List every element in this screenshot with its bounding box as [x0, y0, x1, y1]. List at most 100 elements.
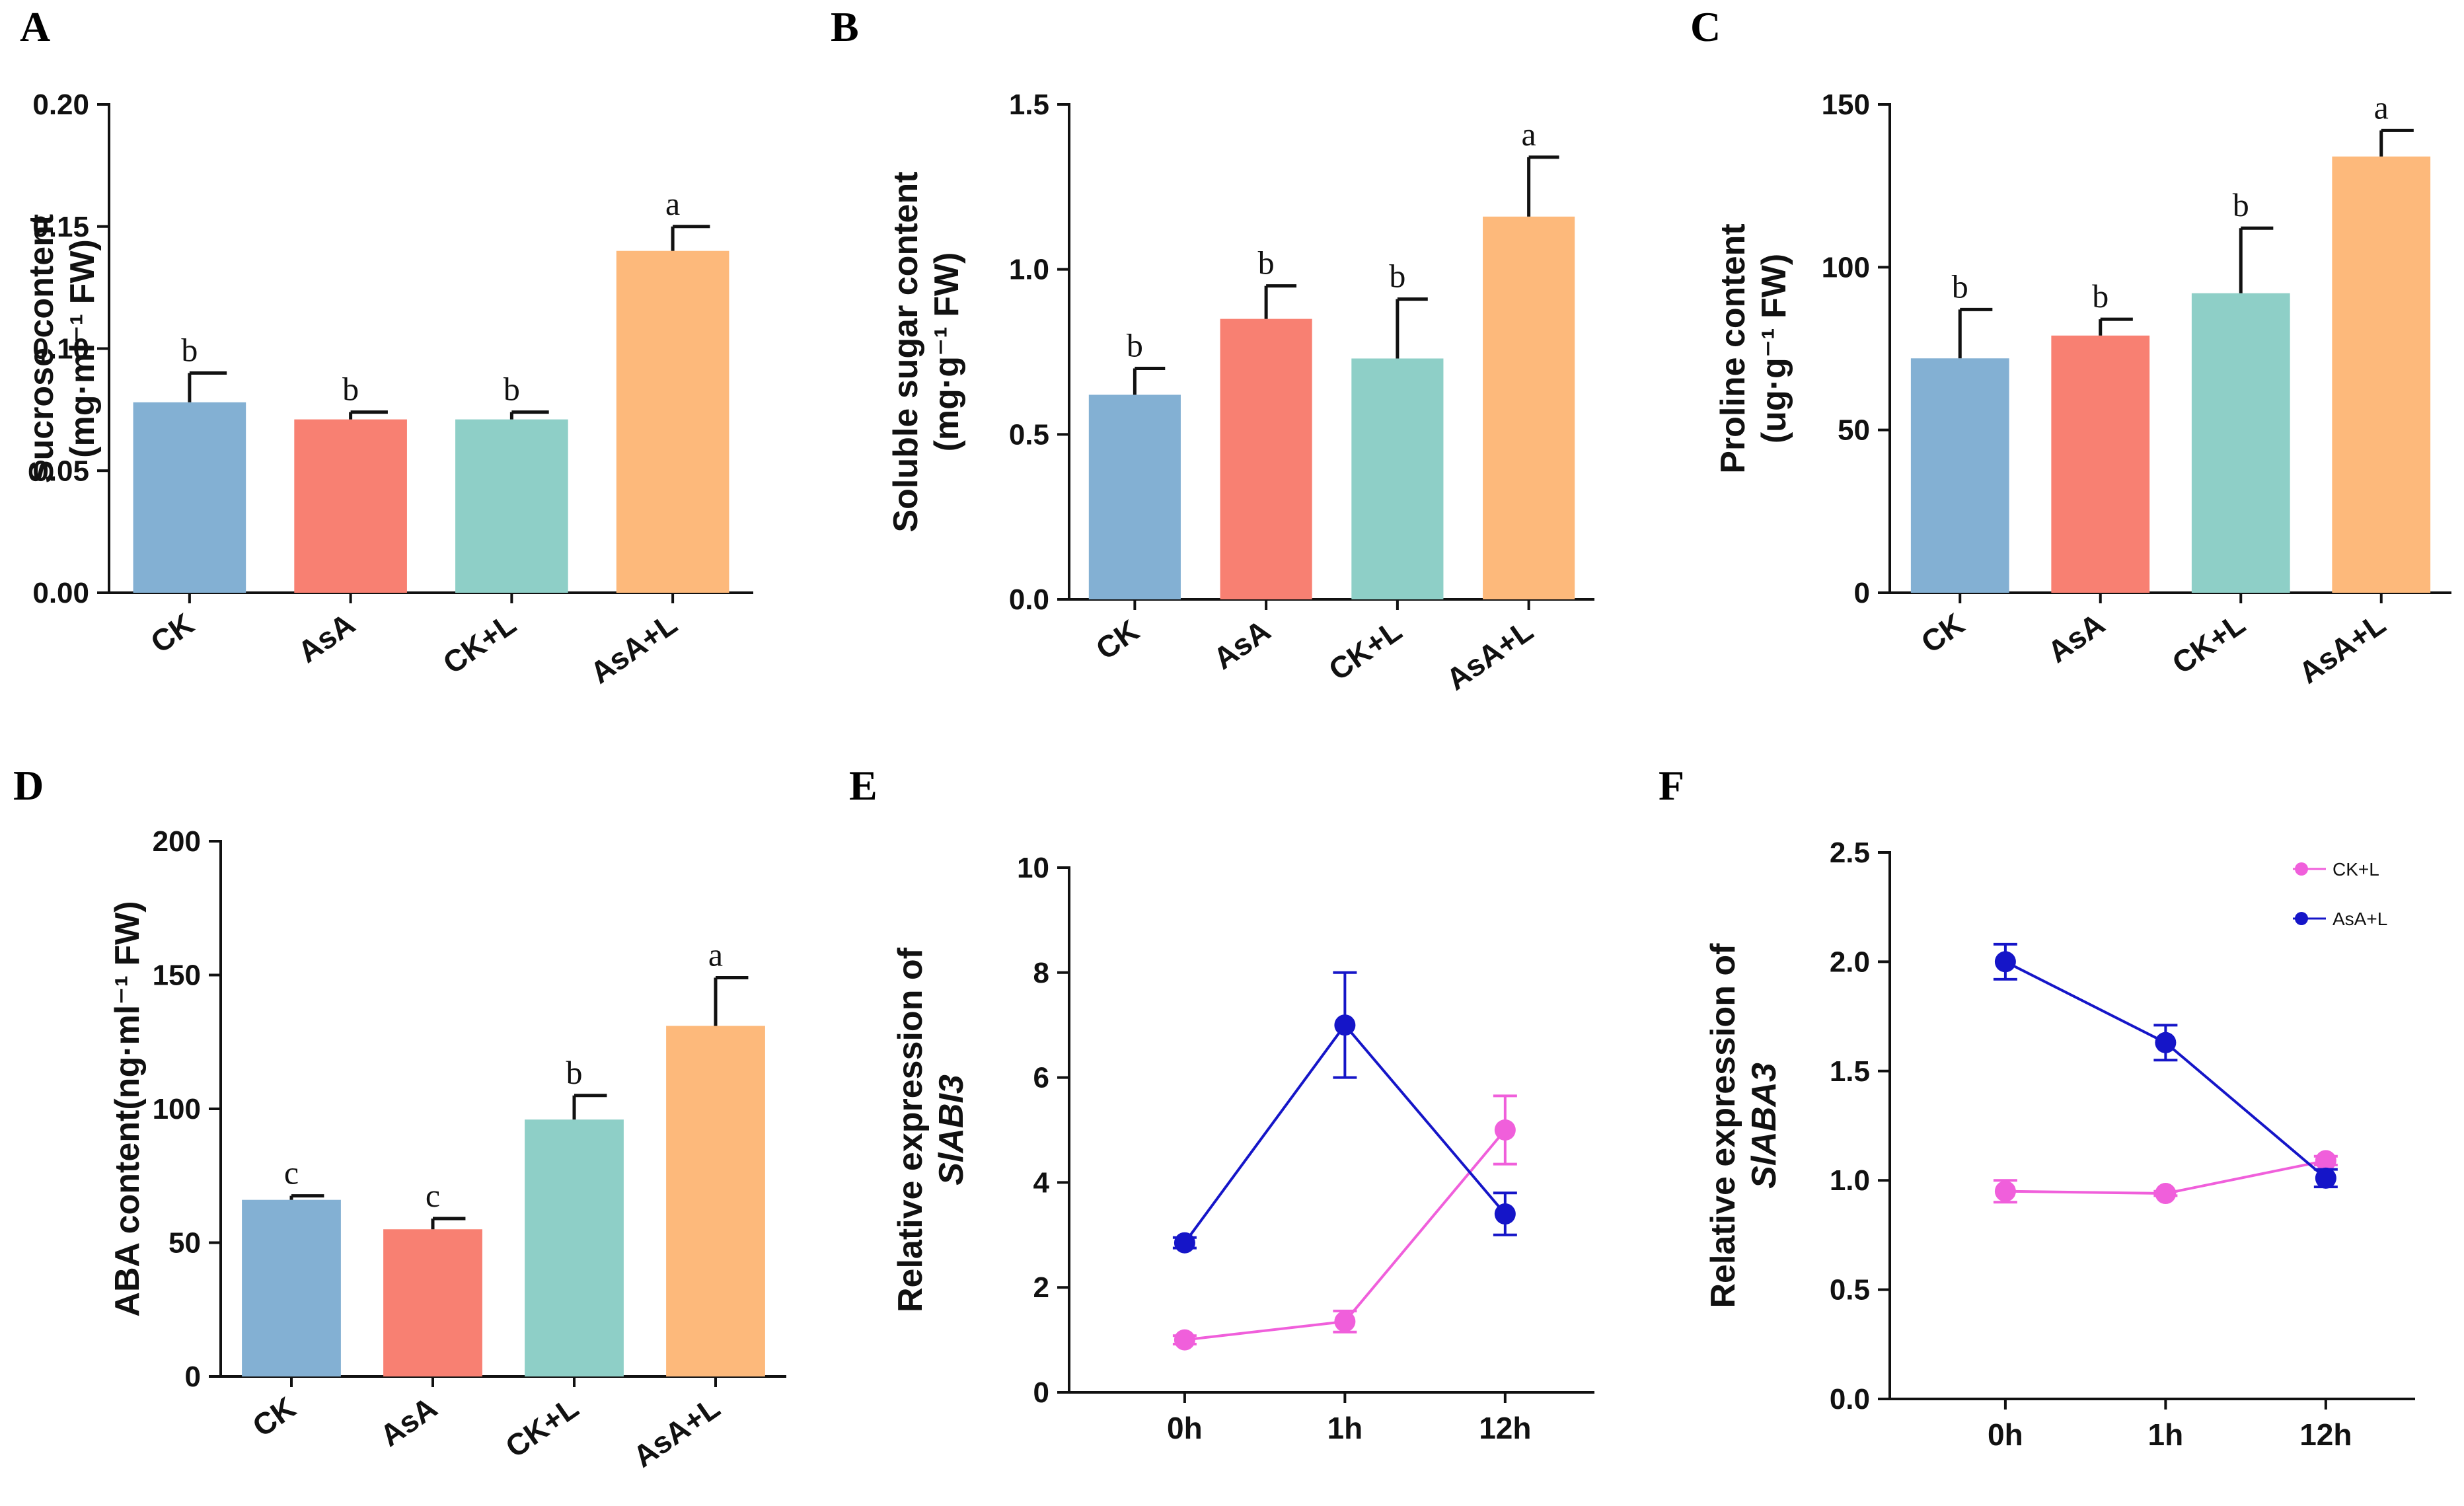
panel-e: E 0 2 4 6 8 10 Relative expression of SlABI3 0h 1h… — [849, 762, 1594, 1445]
bar-ck — [1910, 358, 2009, 593]
x-tick-label: 12h — [1479, 1411, 1531, 1445]
legend-swatch-marker — [2295, 862, 2308, 876]
y-tick-label: 0.0 — [1009, 584, 1049, 616]
series-line-ck-plus-l — [1184, 1129, 1507, 1341]
panel-f: F 0.0 0.5 1.0 1.5 2.0 2.5 Relative expression o… — [1659, 762, 2415, 1452]
y-tick-label: 150 — [153, 960, 201, 992]
y-tick-label: 100 — [153, 1093, 201, 1125]
x-tick-label-group: AsA+L — [584, 607, 683, 691]
x-tick-label: 1h — [2148, 1417, 2184, 1452]
y-label-line2: SlABA3 — [1745, 1063, 1783, 1189]
y-axis-label: Proline content (ug·g⁻¹ FW) — [1714, 223, 1793, 473]
bar-ck-plus-l — [455, 419, 568, 593]
x-tick-label-group: AsA+L — [1440, 613, 1539, 697]
x-tick-label: AsA+L — [2292, 607, 2391, 691]
bar-ck — [1088, 395, 1181, 599]
x-tick-label: AsA — [291, 607, 361, 669]
y-label-line1: Relative expression of — [1704, 943, 1742, 1308]
bar-ck-plus-l — [1351, 358, 1444, 599]
y-label-line2: (mg·g⁻¹ FW) — [928, 252, 966, 452]
point-asa-plus-l — [1174, 1232, 1195, 1254]
point-ck-plus-l — [1334, 1310, 1356, 1332]
x-tick-label-group: AsA — [374, 1390, 443, 1453]
bar-asa-plus-l — [2332, 156, 2431, 593]
y-tick-label: 0.10 — [32, 333, 89, 365]
y-tick-label: 200 — [153, 825, 201, 858]
y-tick-label: 100 — [1822, 251, 1870, 283]
point-asa-plus-l — [1334, 1014, 1356, 1036]
point-asa-plus-l — [2315, 1167, 2336, 1189]
point-asa-plus-l — [1494, 1203, 1516, 1225]
y-tick-label: 8 — [1033, 957, 1049, 989]
panel-letter: F — [1659, 762, 1684, 809]
y-label-line1: Sucrose content — [22, 214, 61, 483]
bar-asa-plus-l — [666, 1026, 765, 1376]
bar-ck — [133, 402, 246, 593]
x-tick-label: 12h — [2299, 1417, 2352, 1452]
point-ck-plus-l — [2315, 1150, 2336, 1172]
point-asa-plus-l — [2155, 1032, 2177, 1053]
y-tick-label: 1.0 — [1830, 1164, 1870, 1197]
x-tick-label: AsA+L — [627, 1390, 726, 1474]
x-tick-label-group: AsA+L — [2292, 607, 2391, 691]
y-tick-label: 150 — [1822, 89, 1870, 121]
x-tick-label-group: AsA — [1207, 613, 1277, 676]
x-tick-label: CK — [1915, 607, 1970, 660]
significance-letter: c — [426, 1177, 440, 1214]
x-tick-label-group: CK — [1090, 613, 1145, 667]
panel-c: C 0 50 100 150 Proline content (ug·g⁻¹ FW) b CK b… — [1690, 3, 2451, 690]
bar-asa — [2051, 335, 2150, 593]
significance-letter: b — [504, 371, 520, 408]
significance-letter: a — [2374, 89, 2389, 126]
bar-asa — [294, 419, 407, 593]
significance-letter: b — [342, 371, 359, 408]
bar-ck-plus-l — [525, 1119, 624, 1376]
y-tick-label: 0.05 — [32, 455, 89, 487]
y-label-line2: SlABI3 — [932, 1074, 971, 1186]
bar-ck — [242, 1199, 341, 1376]
panel-b: B 0.0 0.5 1.0 1.5 Soluble sugar content (mg·g⁻… — [831, 3, 1594, 697]
x-tick-label: CK+L — [1322, 613, 1407, 687]
significance-letter: b — [1952, 268, 1968, 305]
point-asa-plus-l — [1994, 951, 2016, 973]
panel-letter: E — [849, 762, 877, 809]
x-tick-label: AsA — [2041, 607, 2110, 669]
point-ck-plus-l — [2155, 1183, 2177, 1205]
x-tick-label-group: CK+L — [499, 1390, 584, 1464]
y-tick-label: 0.15 — [32, 211, 89, 243]
y-tick-label: 2.0 — [1830, 946, 1870, 978]
x-tick-label: AsA — [1207, 613, 1277, 676]
bar-asa — [1220, 319, 1312, 599]
x-tick-label: 0h — [1167, 1411, 1203, 1445]
y-axis-label: Sucrose content (mg·ml⁻¹ FW) — [22, 214, 102, 483]
y-axis-label: ABA content(ng·ml⁻¹ FW) — [108, 901, 147, 1316]
significance-letter: b — [181, 331, 198, 368]
point-ck-plus-l — [1494, 1119, 1516, 1141]
x-tick-label: CK — [1090, 613, 1145, 667]
x-tick-label: AsA — [374, 1390, 443, 1453]
y-axis-label: Soluble sugar content (mg·g⁻¹ FW) — [887, 171, 966, 532]
significance-letter: a — [665, 185, 680, 222]
x-tick-label: AsA+L — [584, 607, 683, 691]
y-tick-label: 10 — [1017, 852, 1049, 884]
y-tick-label: 4 — [1033, 1166, 1050, 1199]
panel-d: D 0 50 100 150 200 ABA content(ng·ml⁻¹ FW) c CK c… — [13, 762, 786, 1474]
panel-letter: D — [13, 762, 44, 809]
panel-letter: A — [20, 3, 50, 50]
significance-letter: b — [1389, 258, 1405, 295]
x-tick-label: CK+L — [2166, 607, 2251, 681]
point-ck-plus-l — [1174, 1329, 1195, 1351]
significance-letter: a — [1522, 116, 1536, 153]
y-tick-label: 0 — [1033, 1376, 1049, 1409]
significance-letter: b — [1127, 326, 1143, 363]
y-tick-label: 50 — [168, 1227, 201, 1260]
panel-a: A 0.00 0.05 0.10 0.15 0.20 Sucrose content (mg·… — [20, 3, 753, 690]
x-tick-label-group: CK — [246, 1390, 301, 1444]
y-axis-label: Relative expression of SlABI3 — [891, 947, 971, 1312]
y-tick-label: 0 — [1854, 577, 1870, 609]
y-tick-label: 1.5 — [1830, 1055, 1870, 1088]
x-tick-label: CK — [144, 607, 200, 660]
y-tick-label: 2.5 — [1830, 837, 1870, 869]
x-tick-label: CK+L — [437, 607, 522, 681]
